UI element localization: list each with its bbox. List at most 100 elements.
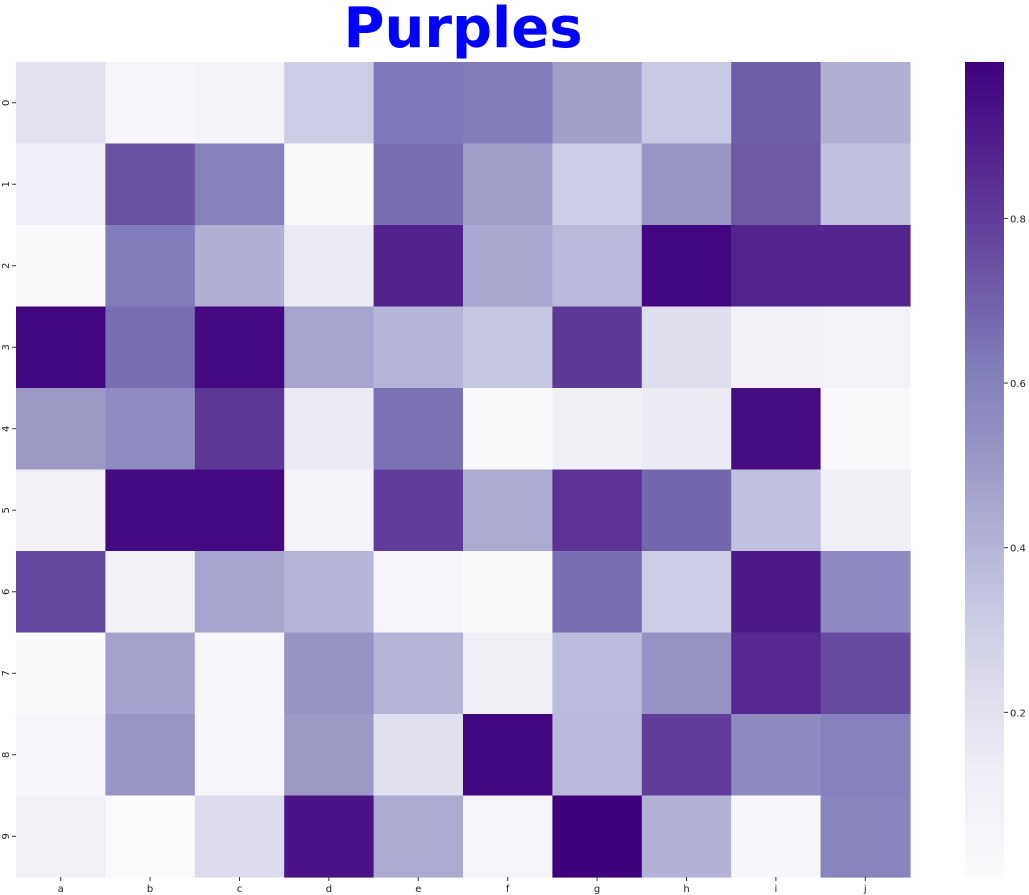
heatmap-cell-3-a (16, 306, 106, 389)
heatmap-cell-3-j (820, 306, 911, 389)
heatmap-cell-5-j (820, 469, 911, 552)
x-tick-label-f: f (506, 884, 510, 895)
heatmap-cell-5-f (463, 469, 553, 552)
heatmap-cell-0-f (463, 62, 553, 145)
heatmap-cell-6-e (373, 551, 464, 634)
heatmap-cell-7-j (820, 632, 911, 715)
heatmap-cell-9-d (284, 795, 375, 878)
heatmap-cell-9-b (105, 795, 196, 878)
heatmap-cell-7-d (284, 632, 375, 715)
heatmap-cell-0-i (731, 62, 822, 145)
heatmap-cell-5-d (284, 469, 375, 552)
heatmap-cell-6-i (731, 551, 822, 634)
colorbar-gradient (965, 62, 1004, 877)
heatmap-cell-3-b (105, 306, 196, 389)
heatmap-cell-9-g (552, 795, 643, 878)
y-tick-label-8: 8 (1, 752, 12, 758)
heatmap-cell-3-f (463, 306, 553, 389)
heatmap-cell-7-a (16, 632, 106, 715)
x-tick-label-e: e (415, 884, 421, 895)
heatmap-cell-3-h (641, 306, 732, 389)
heatmap-cell-2-g (552, 225, 643, 308)
heatmap-cell-4-a (16, 388, 106, 471)
y-tick-label-6: 6 (1, 589, 12, 595)
heatmap-cell-8-d (284, 714, 375, 797)
y-tick-label-4: 4 (1, 426, 12, 432)
heatmap-cell-8-e (373, 714, 464, 797)
y-tick-label-9: 9 (1, 833, 12, 839)
heatmap-cell-5-i (731, 469, 822, 552)
heatmap-cell-1-e (373, 143, 464, 226)
heatmap-cell-8-f (463, 714, 553, 797)
heatmap-cell-4-i (731, 388, 822, 471)
y-tick-label-5: 5 (1, 507, 12, 513)
heatmap-cell-3-e (373, 306, 464, 389)
y-tick-label-7: 7 (1, 670, 12, 676)
heatmap-cell-0-b (105, 62, 196, 145)
heatmap-cell-0-c (194, 62, 285, 145)
heatmap-cell-3-i (731, 306, 822, 389)
heatmap-cell-9-j (820, 795, 911, 878)
heatmap-cell-1-d (284, 143, 375, 226)
heatmap-cell-0-h (641, 62, 732, 145)
x-tick-label-j: j (863, 884, 867, 895)
heatmap-cell-7-e (373, 632, 464, 715)
x-tick-label-b: b (147, 884, 153, 895)
heatmap-cell-1-b (105, 143, 196, 226)
heatmap-cell-6-b (105, 551, 196, 634)
heatmap-cell-3-c (194, 306, 285, 389)
heatmap-cell-2-i (731, 225, 822, 308)
colorbar-tick-label-2: 0.6 (1010, 379, 1026, 390)
y-tick-label-1: 1 (1, 181, 12, 187)
heatmap-cell-8-b (105, 714, 196, 797)
heatmap-cell-4-f (463, 388, 553, 471)
heatmap-cell-2-d (284, 225, 375, 308)
heatmap-cell-4-c (194, 388, 285, 471)
heatmap-cell-5-a (16, 469, 106, 552)
heatmap-cell-4-d (284, 388, 375, 471)
x-tick-label-h: h (683, 884, 689, 895)
heatmap-cell-4-h (641, 388, 732, 471)
chart-title: Purples (343, 0, 583, 61)
heatmap-cell-7-h (641, 632, 732, 715)
colorbar-tick-label-3: 0.8 (1010, 214, 1026, 225)
heatmap-cell-8-a (16, 714, 106, 797)
heatmap-cell-8-h (641, 714, 732, 797)
heatmap-cell-0-j (820, 62, 911, 145)
colorbar-tick-label-1: 0.4 (1010, 544, 1026, 555)
heatmap-cell-2-a (16, 225, 106, 308)
heatmap-cell-2-f (463, 225, 553, 308)
heatmap-cell-6-f (463, 551, 553, 634)
heatmap-cell-0-a (16, 62, 106, 145)
x-tick-label-d: d (326, 884, 332, 895)
heatmap-cell-2-c (194, 225, 285, 308)
y-axis: 0 1 2 3 4 5 6 7 8 9 (1, 100, 16, 839)
colorbar-tick-label-0: 0.2 (1010, 708, 1026, 719)
heatmap-cell-7-i (731, 632, 822, 715)
heatmap-cell-8-j (820, 714, 911, 797)
heatmap-cell-7-g (552, 632, 643, 715)
heatmap-cell-3-d (284, 306, 375, 389)
heatmap-cell-9-f (463, 795, 553, 878)
heatmap-cell-4-e (373, 388, 464, 471)
heatmap-cell-1-j (820, 143, 911, 226)
heatmap-cell-1-g (552, 143, 643, 226)
heatmap-cell-5-g (552, 469, 643, 552)
heatmap-cell-4-j (820, 388, 911, 471)
x-axis: a b c d e f g h i j (58, 877, 867, 895)
heatmap-cell-2-b (105, 225, 196, 308)
heatmap-cell-5-c (194, 469, 285, 552)
heatmap-cell-1-c (194, 143, 285, 226)
y-tick-label-0: 0 (1, 100, 12, 106)
heatmap-cell-4-g (552, 388, 643, 471)
heatmap-cell-6-c (194, 551, 285, 634)
heatmap-cell-9-c (194, 795, 285, 878)
heatmap-cell-9-i (731, 795, 822, 878)
heatmap-cell-6-a (16, 551, 106, 634)
heatmap-cell-9-a (16, 795, 106, 878)
heatmap-cell-0-e (373, 62, 464, 145)
x-tick-label-a: a (58, 884, 64, 895)
heatmap-cell-0-g (552, 62, 643, 145)
heatmap-cell-2-e (373, 225, 464, 308)
x-tick-label-i: i (775, 884, 778, 895)
